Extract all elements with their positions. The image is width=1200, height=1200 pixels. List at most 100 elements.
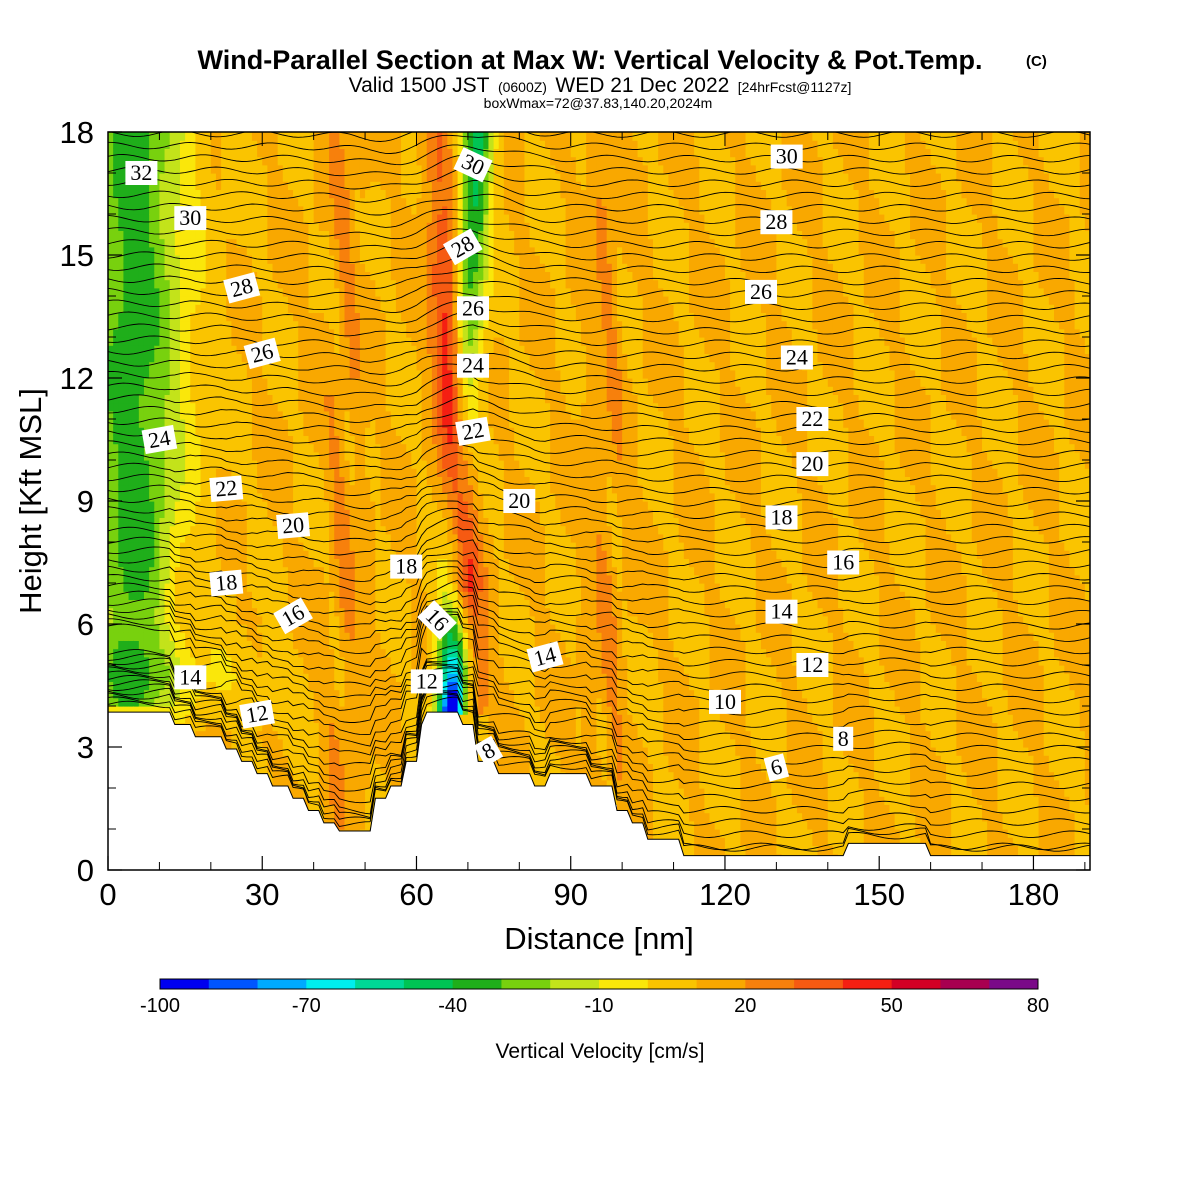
wvel-cell xyxy=(215,312,222,322)
wvel-cell xyxy=(257,673,263,682)
wvel-cell xyxy=(272,451,279,461)
wvel-cell xyxy=(226,591,232,600)
wvel-cell xyxy=(287,394,294,404)
wvel-cell xyxy=(272,296,279,305)
wvel-cell xyxy=(226,517,232,527)
wvel-cell xyxy=(401,197,407,207)
wvel-cell xyxy=(241,443,248,453)
wvel-cell xyxy=(293,591,299,600)
wvel-cell xyxy=(226,615,232,625)
wvel-cell xyxy=(329,509,335,518)
wvel-cell xyxy=(200,181,207,190)
wvel-cell xyxy=(426,697,433,707)
wvel-cell xyxy=(143,607,150,617)
wvel-cell xyxy=(411,197,418,207)
wvel-cell xyxy=(318,255,325,264)
wvel-cell xyxy=(108,591,114,600)
wvel-cell xyxy=(380,599,387,609)
wvel-cell xyxy=(390,730,397,740)
wvel-cell xyxy=(293,484,299,494)
wvel-cell xyxy=(323,779,330,789)
wvel-cell xyxy=(308,410,315,420)
wvel-cell xyxy=(236,197,243,207)
wvel-cell xyxy=(262,656,268,666)
wvel-cell xyxy=(282,263,289,272)
wvel-cell xyxy=(375,140,382,149)
wvel-cell xyxy=(133,574,140,584)
wvel-cell xyxy=(108,394,114,404)
wvel-cell xyxy=(262,173,268,182)
wvel-cell xyxy=(349,558,356,568)
wvel-cell xyxy=(395,263,402,272)
wvel-cell xyxy=(169,673,176,682)
wvel-cell xyxy=(133,205,140,215)
wvel-cell xyxy=(138,484,145,494)
wvel-cell xyxy=(308,263,315,272)
wvel-cell xyxy=(174,517,181,527)
wvel-cell xyxy=(339,222,346,231)
wvel-cell xyxy=(154,271,161,281)
wvel-cell xyxy=(349,689,356,699)
wvel-cell xyxy=(267,263,274,272)
wvel-cell xyxy=(349,312,356,322)
wvel-cell xyxy=(354,312,361,322)
wvel-cell xyxy=(210,697,217,707)
wvel-cell xyxy=(108,697,114,707)
wvel-cell xyxy=(308,361,315,371)
wvel-cell xyxy=(215,410,222,420)
wvel-cell xyxy=(313,697,320,707)
wvel-cell xyxy=(344,697,351,707)
wvel-cell xyxy=(411,665,418,674)
wvel-cell xyxy=(205,624,212,633)
wvel-cell xyxy=(354,788,361,797)
wvel-cell xyxy=(318,788,325,797)
wvel-cell xyxy=(395,747,402,756)
wvel-cell xyxy=(118,394,125,404)
wvel-cell xyxy=(221,599,227,609)
wvel-cell xyxy=(308,148,315,158)
wvel-cell xyxy=(365,607,371,617)
wvel-cell xyxy=(349,640,356,650)
wvel-cell xyxy=(380,574,387,584)
wvel-cell xyxy=(190,460,196,469)
wvel-cell xyxy=(118,648,125,658)
wvel-cell xyxy=(390,599,397,609)
wvel-cell xyxy=(303,189,310,199)
wvel-cell xyxy=(262,312,268,322)
wvel-cell xyxy=(149,665,155,674)
wvel-cell xyxy=(354,525,361,535)
wvel-cell xyxy=(411,615,418,625)
wvel-cell xyxy=(143,197,150,207)
wvel-cell xyxy=(349,132,356,141)
wvel-cell xyxy=(251,238,258,248)
wvel-cell xyxy=(246,583,253,592)
wvel-cell xyxy=(390,410,397,420)
wvel-cell xyxy=(390,279,397,289)
wvel-cell xyxy=(334,509,340,518)
wvel-cell xyxy=(195,238,202,248)
wvel-cell xyxy=(421,451,428,461)
wvel-cell xyxy=(231,164,238,174)
wvel-cell xyxy=(313,665,320,674)
wvel-cell xyxy=(303,164,310,174)
wvel-cell xyxy=(205,689,212,699)
wvel-cell xyxy=(195,255,202,264)
wvel-cell xyxy=(421,525,428,535)
wvel-cell xyxy=(267,296,274,305)
wvel-cell xyxy=(365,714,371,723)
wvel-cell xyxy=(334,714,340,723)
wvel-cell xyxy=(303,558,310,568)
wvel-cell xyxy=(385,730,392,740)
wvel-cell xyxy=(308,779,315,789)
wvel-cell xyxy=(313,230,320,240)
wvel-cell xyxy=(313,402,320,412)
wvel-cell xyxy=(128,263,135,272)
wvel-cell xyxy=(421,492,428,502)
wvel-cell xyxy=(200,468,207,477)
wvel-cell xyxy=(406,156,412,166)
wvel-cell xyxy=(349,468,356,477)
wvel-cell xyxy=(406,697,412,707)
wvel-cell xyxy=(221,558,227,568)
wvel-cell xyxy=(277,501,284,510)
wvel-cell xyxy=(365,337,371,346)
